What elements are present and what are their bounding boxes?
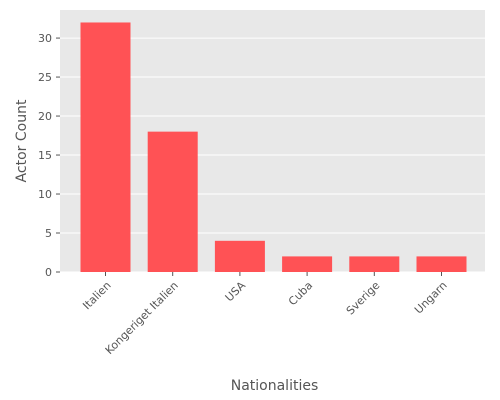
x-tick-label: Kongeriget Italien bbox=[103, 279, 181, 357]
y-axis-title: Actor Count bbox=[14, 99, 30, 182]
y-tick-label: 20 bbox=[38, 110, 52, 123]
y-tick-label: 10 bbox=[38, 188, 52, 201]
x-tick-label: Sverige bbox=[344, 279, 383, 318]
bar bbox=[349, 256, 400, 272]
gridlines bbox=[60, 37, 485, 273]
bar bbox=[214, 240, 265, 272]
bar bbox=[80, 22, 131, 272]
x-axis-title: Nationalities bbox=[231, 378, 319, 394]
x-tick-label: Cuba bbox=[286, 279, 315, 308]
y-tick-label: 30 bbox=[38, 32, 52, 45]
y-tick-label: 25 bbox=[38, 71, 52, 84]
bar bbox=[416, 256, 467, 272]
y-tick-label: 0 bbox=[45, 266, 52, 279]
y-tick-label: 5 bbox=[45, 227, 52, 240]
bar bbox=[282, 256, 333, 272]
y-tick-label: 15 bbox=[38, 149, 52, 162]
x-tick-label: Ungarn bbox=[412, 279, 450, 317]
bar bbox=[147, 131, 198, 272]
x-tick-label: Italien bbox=[80, 279, 113, 312]
x-tick-label: USA bbox=[223, 279, 249, 305]
y-axis-ticks: 0 5 10 15 20 25 30 bbox=[38, 32, 60, 279]
plot-background bbox=[60, 10, 485, 272]
bars bbox=[80, 22, 467, 272]
